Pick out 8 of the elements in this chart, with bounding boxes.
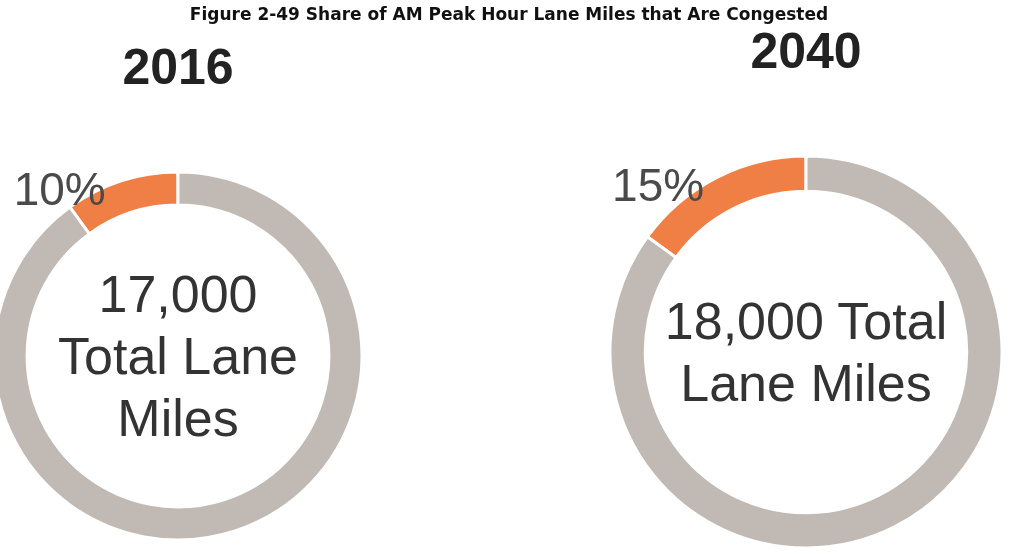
text: Figure 2-49 Share of AM Peak Hour Lane Miles that Are Congested	[189, 4, 829, 24]
data-label: 10%	[13, 163, 106, 216]
data-label: 15%	[612, 159, 705, 212]
text: 18,000 Total Lane Miles	[664, 292, 948, 412]
text: 17,000 Total Lane Miles	[58, 265, 298, 447]
donut-slice	[608, 154, 1004, 550]
chart-title: 2040	[750, 23, 862, 79]
chart-title: 2016	[122, 39, 234, 95]
